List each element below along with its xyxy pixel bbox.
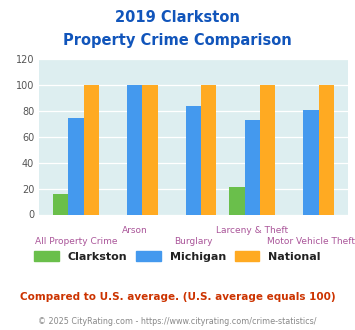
Bar [318,85,334,214]
Bar [245,120,260,214]
Bar [53,194,69,214]
Text: © 2025 CityRating.com - https://www.cityrating.com/crime-statistics/: © 2025 CityRating.com - https://www.city… [38,317,317,326]
Bar [142,85,158,214]
Text: Burglary: Burglary [174,237,213,246]
Bar [127,85,142,214]
Bar [303,110,318,214]
Bar [229,187,245,214]
Bar [260,85,275,214]
Text: Property Crime Comparison: Property Crime Comparison [63,33,292,48]
Text: Larceny & Theft: Larceny & Theft [216,226,288,235]
Bar [186,106,201,214]
Bar [69,117,84,214]
Legend: Clarkston, Michigan, National: Clarkston, Michigan, National [34,251,321,262]
Text: Motor Vehicle Theft: Motor Vehicle Theft [267,237,355,246]
Bar [84,85,99,214]
Text: Arson: Arson [122,226,148,235]
Bar [201,85,217,214]
Text: Compared to U.S. average. (U.S. average equals 100): Compared to U.S. average. (U.S. average … [20,292,335,302]
Text: 2019 Clarkston: 2019 Clarkston [115,10,240,25]
Text: All Property Crime: All Property Crime [35,237,117,246]
